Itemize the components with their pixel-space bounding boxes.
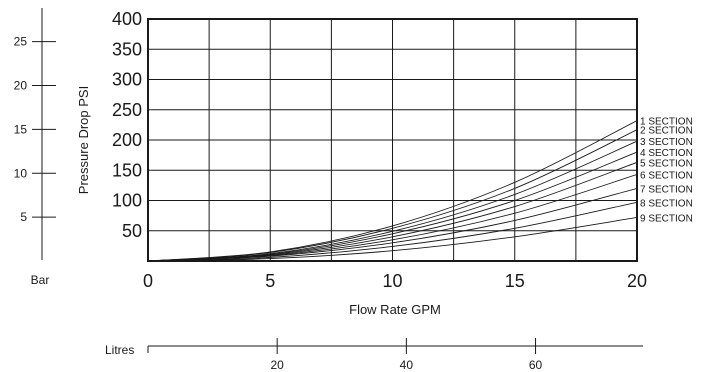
bar-axis: 5 10 15 20 25 — [14, 35, 56, 224]
litres-tick-label: 40 — [400, 358, 414, 372]
x-tick-label: 20 — [627, 271, 647, 291]
x-tick-label: 5 — [265, 271, 275, 291]
y-tick-label: 350 — [112, 39, 142, 59]
section-label-1: 1 SECTION — [640, 117, 693, 128]
section-label-3: 3 SECTION — [640, 137, 693, 148]
y-tick-label: 250 — [112, 100, 142, 120]
litres-tick-label: 20 — [271, 358, 285, 372]
litres-axis: 20 40 60 — [271, 338, 543, 372]
x-tick-label: 10 — [382, 271, 402, 291]
bar-tick-label: 5 — [20, 210, 27, 224]
section-label-4: 4 SECTION — [640, 148, 693, 159]
series-curve-7 — [147, 187, 638, 262]
x-axis-label: Flow Rate GPM — [349, 302, 441, 317]
y-tick-label: 100 — [112, 191, 142, 211]
bar-axis-label: Bar — [31, 273, 50, 287]
y-tick-label: 50 — [122, 221, 142, 241]
y-tick-label: 200 — [112, 130, 142, 150]
y-tick-label: 150 — [112, 160, 142, 180]
x-tick-label: 15 — [505, 271, 525, 291]
y-axis-label: Pressure Drop PSI — [76, 86, 91, 194]
section-label-8: 8 SECTION — [640, 198, 693, 209]
series-curve-2 — [147, 129, 638, 262]
section-label-7: 7 SECTION — [640, 184, 693, 195]
y-tick-label: 400 — [112, 9, 142, 29]
series-curve-9 — [147, 216, 638, 262]
plot-frame — [147, 18, 638, 262]
litres-axis-label: Litres — [105, 343, 134, 357]
bar-tick-label: 25 — [14, 35, 28, 49]
section-label-9: 9 SECTION — [640, 213, 693, 224]
section-label-2: 2 SECTION — [640, 126, 693, 137]
x-tick-label: 0 — [143, 271, 153, 291]
bar-tick-label: 20 — [14, 79, 28, 93]
grid — [147, 18, 638, 261]
section-label-6: 6 SECTION — [640, 170, 693, 181]
curves — [147, 120, 638, 262]
bar-tick-label: 10 — [14, 166, 28, 180]
section-label-5: 5 SECTION — [640, 158, 693, 169]
bar-tick-label: 15 — [14, 122, 28, 136]
tick-labels: 50 100 150 200 250 300 350 400 0 5 10 15 20 — [112, 9, 647, 291]
series-curve-8 — [147, 201, 638, 262]
y-tick-label: 300 — [112, 70, 142, 90]
litres-tick-label: 60 — [529, 358, 543, 372]
